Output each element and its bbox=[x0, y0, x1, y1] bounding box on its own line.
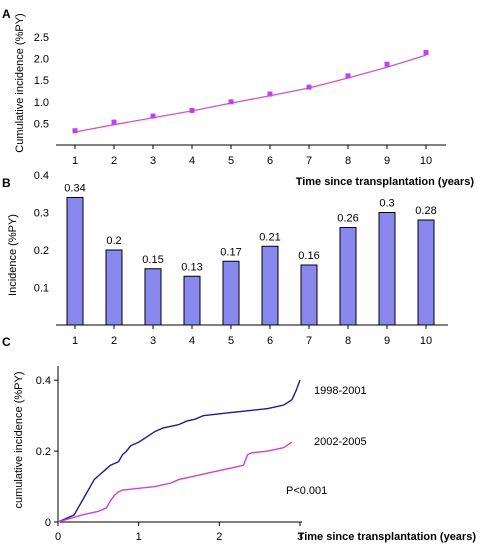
panel-a-x-tick: 8 bbox=[345, 155, 351, 167]
panel-a-marker bbox=[189, 107, 195, 113]
panel-a-marker bbox=[306, 84, 312, 90]
panel-a-x-tick: 3 bbox=[150, 155, 156, 167]
panel-a-x-tick: 6 bbox=[267, 155, 273, 167]
panel-a-marker bbox=[384, 61, 390, 67]
panel-a-marker bbox=[150, 113, 156, 119]
panel-c-y-tick: 0 bbox=[45, 517, 51, 529]
panel-b-x-tick: 2 bbox=[111, 335, 117, 347]
panel-a-x-tick: 10 bbox=[420, 155, 432, 167]
panel-b-x-tick: 6 bbox=[267, 335, 273, 347]
panel-c-x-tick: 1 bbox=[136, 531, 142, 543]
panel-c-y-title: cumulative incidence (%PY) bbox=[13, 372, 25, 509]
panel-b-y-tick: 0.1 bbox=[34, 283, 49, 295]
panel-b-bar bbox=[378, 212, 396, 326]
panel-b-bar-label: 0.17 bbox=[220, 246, 241, 258]
panel-c-x-title: Time since transplantation (years) bbox=[298, 531, 477, 543]
panel-b-y-tick: 0.3 bbox=[34, 208, 49, 220]
panel-b-x-tick: 3 bbox=[150, 335, 156, 347]
panel-a-chart: Cumulative incidence (%PY) 0.5 1.0 1.5 2.0 2… bbox=[14, 13, 446, 167]
panel-c-x-tick: 3 bbox=[297, 531, 303, 543]
panel-b-bar bbox=[144, 268, 162, 326]
panel-a-x-tick: 4 bbox=[189, 155, 195, 167]
panel-b-bar-label: 0.21 bbox=[259, 231, 280, 243]
panel-c-series-label: 2002-2005 bbox=[314, 436, 367, 448]
panel-b-x-tick: 7 bbox=[306, 335, 312, 347]
panel-b-x-tick: 9 bbox=[384, 335, 390, 347]
panel-b-x-tick: 5 bbox=[228, 335, 234, 347]
panel-c-chart: cumulative incidence (%PY) Time since tr… bbox=[13, 366, 476, 543]
panel-b-letter: B bbox=[2, 176, 11, 190]
panel-a-marker bbox=[267, 91, 273, 97]
panel-c-letter: C bbox=[2, 335, 11, 349]
panel-b-bar bbox=[183, 275, 201, 326]
panel-b-bar bbox=[417, 219, 435, 326]
panel-a-x-tick: 9 bbox=[384, 155, 390, 167]
panel-a-y-tick: 0.5 bbox=[34, 118, 49, 130]
panel-b-bar bbox=[105, 249, 123, 326]
panel-c-series-line bbox=[57, 441, 293, 523]
panel-c-x-tick: 0 bbox=[55, 531, 61, 543]
panel-b-bar bbox=[300, 264, 318, 326]
panel-c-x-tick: 2 bbox=[216, 531, 222, 543]
panel-a-y-tick: 2.5 bbox=[34, 32, 49, 44]
panel-b-x-tick: 1 bbox=[72, 335, 78, 347]
panel-b-bar bbox=[339, 227, 357, 326]
panel-a-b-x-title: Time since transplantation (years) bbox=[296, 176, 475, 188]
panel-b-bar-label: 0.3 bbox=[379, 198, 394, 210]
panel-b-chart: Incidence (%PY) Time since transplantati… bbox=[7, 170, 474, 347]
panel-b-bar-label: 0.13 bbox=[181, 261, 202, 273]
panel-b-bar bbox=[66, 197, 84, 326]
panel-a-marker bbox=[111, 119, 117, 125]
panel-b-bar bbox=[222, 260, 240, 326]
panel-a-marker bbox=[423, 50, 429, 56]
panel-b-x-tick: 4 bbox=[189, 335, 195, 347]
panel-c-y-tick: 0.2 bbox=[36, 446, 51, 458]
panel-c-series-label: 1998-2001 bbox=[314, 385, 367, 397]
panel-b-bar-label: 0.26 bbox=[337, 213, 358, 225]
panel-b-bar-label: 0.34 bbox=[64, 183, 85, 195]
p-value-annotation: P<0.001 bbox=[286, 485, 327, 497]
panel-a-marker bbox=[228, 99, 234, 105]
panel-b-bar-label: 0.16 bbox=[298, 250, 319, 262]
panel-b-bar-label: 0.28 bbox=[415, 205, 436, 217]
panel-b-bar bbox=[261, 245, 279, 326]
panel-b-bar-label: 0.15 bbox=[142, 254, 163, 266]
panel-a-letter: A bbox=[2, 7, 11, 21]
panel-b-y-tick: 0.4 bbox=[34, 170, 49, 182]
panel-a-trend-line bbox=[74, 54, 427, 133]
panel-a-y-tick: 1.0 bbox=[34, 97, 49, 109]
panel-b-bar-label: 0.2 bbox=[106, 235, 121, 247]
panel-a-y-title: Cumulative incidence (%PY) bbox=[14, 13, 26, 152]
panel-c-y-tick: 0.4 bbox=[36, 375, 51, 387]
panel-a-x-tick: 7 bbox=[306, 155, 312, 167]
panel-a-x-tick: 1 bbox=[72, 155, 78, 167]
panel-b-x-tick: 10 bbox=[420, 335, 432, 347]
panel-a-y-tick: 2.0 bbox=[34, 54, 49, 66]
panel-a-x-tick: 5 bbox=[228, 155, 234, 167]
panel-a-x-tick: 2 bbox=[111, 155, 117, 167]
panel-b-x-tick: 8 bbox=[345, 335, 351, 347]
panel-a-marker bbox=[345, 73, 351, 79]
panel-a-marker bbox=[72, 128, 78, 134]
panel-b-y-title: Incidence (%PY) bbox=[7, 214, 19, 296]
panel-a-y-tick: 1.5 bbox=[34, 75, 49, 87]
panel-b-y-tick: 0.2 bbox=[34, 245, 49, 257]
panel-c-series-line bbox=[57, 379, 301, 523]
